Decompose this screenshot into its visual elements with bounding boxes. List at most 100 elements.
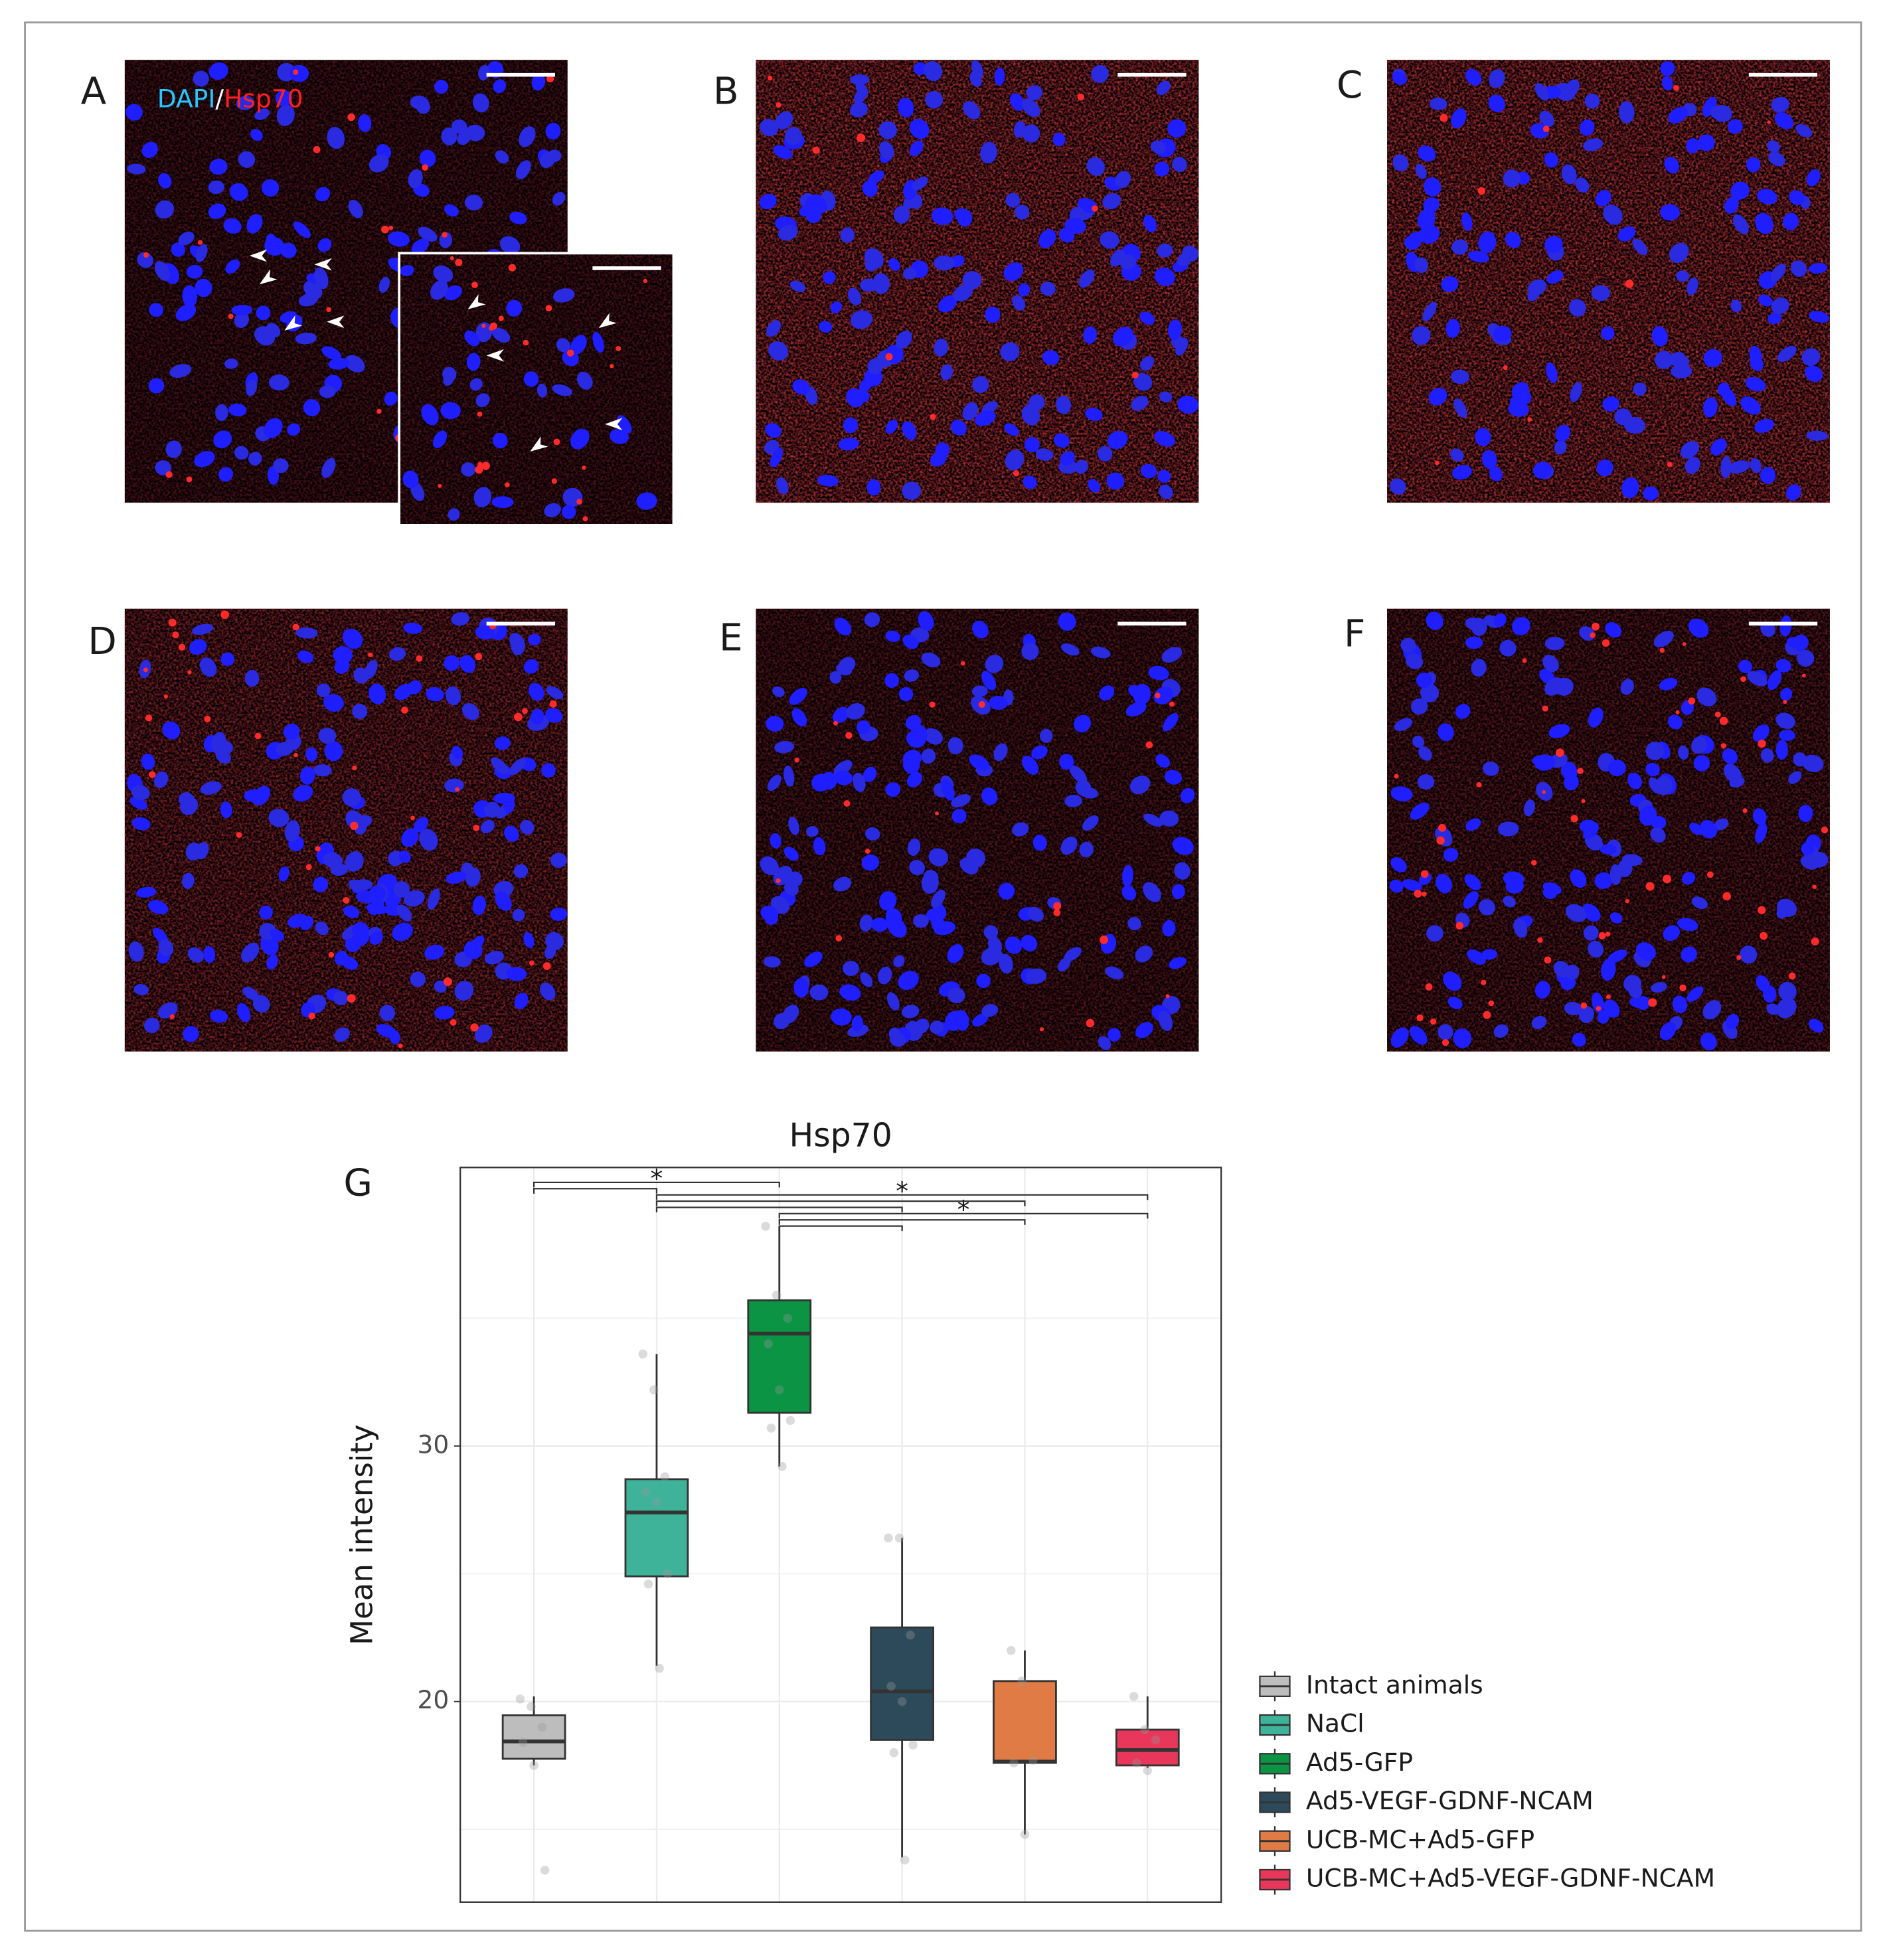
nucleus (231, 305, 253, 315)
hsp70-spot (582, 516, 588, 522)
nucleus (885, 630, 900, 642)
nucleus (345, 936, 361, 952)
nucleus (529, 683, 544, 701)
hsp70-spot (1605, 932, 1611, 937)
nucleus (1655, 351, 1673, 369)
nucleus (475, 625, 495, 640)
hsp70-spot (1527, 417, 1532, 422)
hsp70-spot (343, 896, 350, 904)
nucleus (242, 987, 260, 1001)
nucleus (1143, 813, 1163, 827)
nucleus (1015, 204, 1030, 220)
nucleus (819, 772, 838, 790)
nucleus (147, 900, 169, 915)
data-point (641, 1487, 651, 1497)
nucleus (1732, 214, 1749, 234)
nucleus (342, 628, 363, 649)
nucleus (1664, 157, 1680, 174)
legend-entry: NaCl (1259, 1709, 1364, 1740)
nucleus (1493, 613, 1507, 627)
nucleus (209, 159, 228, 175)
nucleus (1777, 898, 1797, 917)
nucleus (1673, 357, 1690, 371)
nucleus (318, 728, 337, 744)
nucleus (861, 854, 880, 871)
hsp70-spot (1581, 799, 1586, 803)
nucleus (552, 288, 575, 303)
hsp70-spot (1659, 647, 1665, 653)
arrowhead (284, 315, 303, 331)
nucleus (1100, 231, 1119, 249)
nucleus (1080, 787, 1098, 799)
nucleus (1503, 896, 1516, 908)
nucleus (1598, 1010, 1609, 1024)
nucleus (864, 259, 876, 272)
nucleus (1026, 85, 1043, 101)
nucleus (1760, 467, 1776, 484)
nucleus (947, 987, 965, 1004)
nucleus (904, 669, 920, 682)
hsp70-spot (616, 345, 621, 351)
nucleus (1467, 250, 1489, 263)
nucleus (223, 218, 242, 234)
nucleus (1156, 80, 1171, 96)
data-point (778, 1461, 787, 1471)
hsp70-spot (475, 465, 483, 474)
nucleus (323, 852, 343, 869)
nucleus (419, 149, 436, 167)
nucleus (195, 842, 209, 860)
hsp70-spot (1544, 956, 1552, 964)
nucleus (1054, 433, 1070, 448)
nucleus (839, 984, 861, 1001)
nucleus (1603, 204, 1623, 225)
y-tick-label: 20 (418, 1685, 450, 1714)
nucleus (509, 211, 527, 224)
hsp70-spot (1430, 1018, 1437, 1025)
nucleus (224, 358, 238, 369)
nucleus (261, 179, 280, 197)
nucleus (972, 1013, 989, 1027)
nucleus (1768, 151, 1785, 167)
nucleus (878, 121, 897, 139)
hsp70-spot (508, 264, 517, 272)
nucleus (369, 931, 383, 945)
hsp70-spot (308, 1013, 315, 1020)
nucleus (898, 971, 919, 991)
nucleus (389, 647, 406, 661)
nucleus (213, 430, 232, 449)
nucleus (1766, 1003, 1780, 1015)
hsp70-spot (1606, 994, 1611, 999)
nucleus (1659, 678, 1678, 691)
nucleus (766, 320, 781, 337)
nucleus (287, 914, 308, 928)
hsp70-spot (149, 771, 156, 778)
nucleus (169, 364, 192, 378)
nucleus (1801, 348, 1821, 367)
nucleus (165, 440, 182, 458)
nucleus (503, 795, 515, 813)
significance-bracket (778, 1225, 903, 1232)
nucleus (1465, 818, 1481, 831)
hsp70-spot (143, 667, 148, 673)
nucleus (141, 141, 158, 159)
nucleus (328, 358, 350, 370)
data-point (652, 1497, 661, 1507)
hsp70-spot (1434, 460, 1439, 465)
nucleus (1789, 190, 1805, 206)
nucleus (523, 371, 539, 387)
nucleus (1805, 365, 1823, 382)
nucleus (985, 306, 1001, 323)
nucleus (809, 984, 829, 1001)
nucleus (759, 193, 777, 210)
nucleus (158, 939, 174, 957)
nucleus (1639, 805, 1657, 826)
nucleus (314, 267, 329, 289)
nucleus (1078, 270, 1095, 288)
nucleus (783, 847, 799, 861)
nucleus (171, 242, 185, 257)
data-point (529, 1761, 538, 1770)
hsp70-spot (1439, 114, 1448, 122)
hsp70-spot (553, 438, 560, 446)
hsp70-spot (1663, 874, 1671, 884)
nucleus (1447, 997, 1463, 1009)
